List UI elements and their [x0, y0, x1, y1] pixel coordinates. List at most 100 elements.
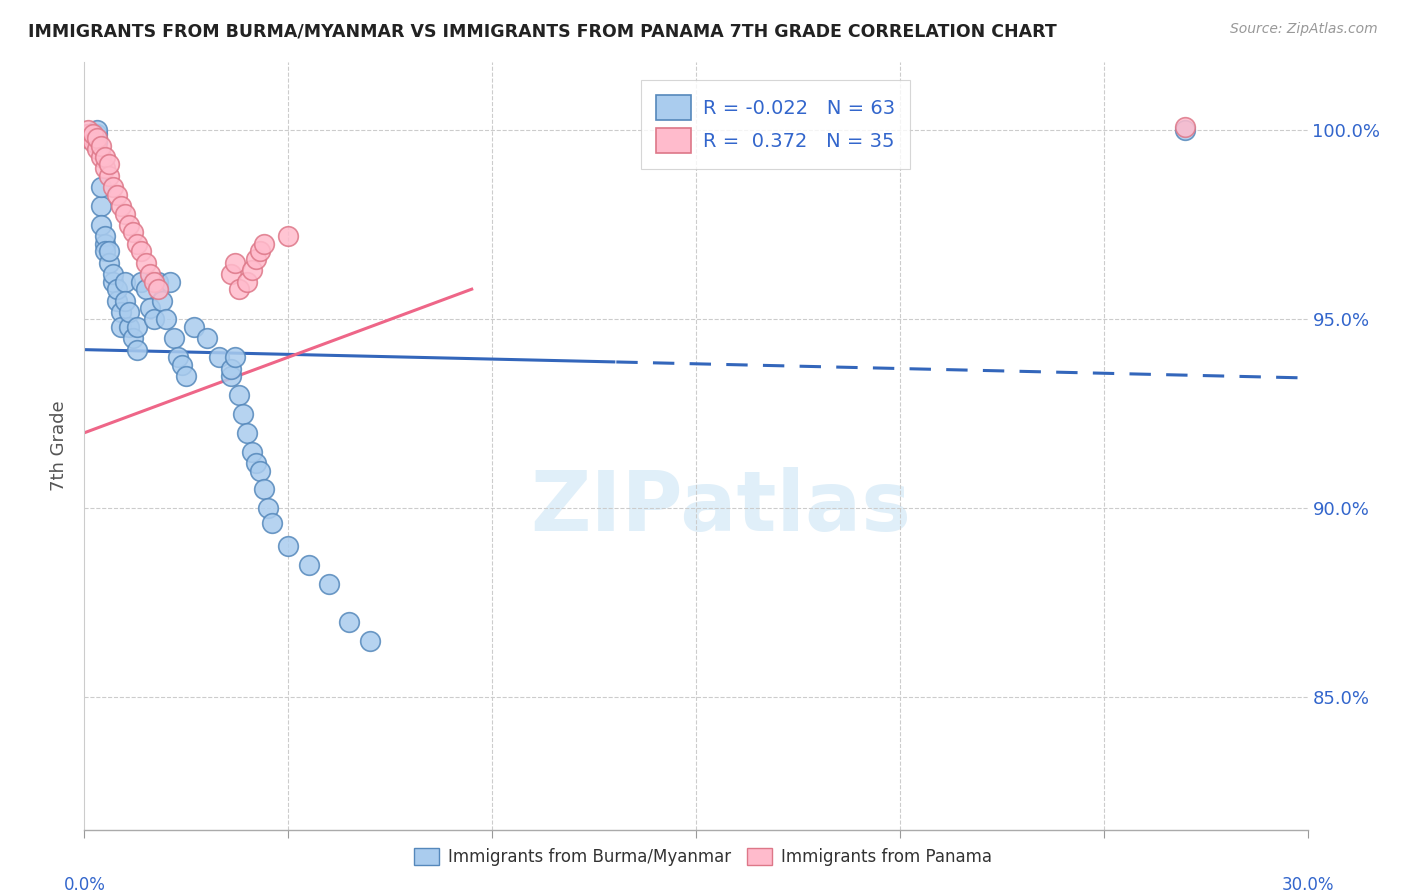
Point	[183, 320, 205, 334]
Point	[86, 131, 108, 145]
Text: ZIPatlas: ZIPatlas	[530, 467, 911, 548]
Point	[253, 236, 276, 251]
Point	[127, 343, 149, 357]
Point	[77, 131, 100, 145]
Point	[146, 275, 169, 289]
Point	[208, 350, 231, 364]
Point	[105, 282, 128, 296]
Point	[135, 282, 157, 296]
Point	[101, 267, 124, 281]
Point	[224, 256, 246, 270]
Point	[219, 369, 242, 384]
Point	[163, 331, 186, 345]
Point	[93, 150, 115, 164]
Point	[127, 236, 149, 251]
Point	[77, 123, 100, 137]
Point	[167, 350, 190, 364]
Point	[82, 127, 104, 141]
Point	[77, 127, 100, 141]
Legend: R = -0.022   N = 63, R =  0.372   N = 35: R = -0.022 N = 63, R = 0.372 N = 35	[641, 79, 911, 169]
Point	[146, 282, 169, 296]
Point	[97, 169, 120, 183]
Text: 30.0%: 30.0%	[1281, 876, 1334, 892]
Point	[93, 229, 115, 244]
Point	[228, 282, 250, 296]
Text: IMMIGRANTS FROM BURMA/MYANMAR VS IMMIGRANTS FROM PANAMA 7TH GRADE CORRELATION CH: IMMIGRANTS FROM BURMA/MYANMAR VS IMMIGRA…	[28, 22, 1057, 40]
Point	[127, 320, 149, 334]
Point	[82, 135, 104, 149]
Point	[150, 293, 173, 308]
Point	[135, 256, 157, 270]
Point	[245, 252, 267, 266]
Point	[93, 236, 115, 251]
Point	[359, 633, 381, 648]
Point	[90, 180, 112, 194]
Point	[122, 226, 145, 240]
Point	[105, 293, 128, 308]
Point	[77, 127, 100, 141]
Point	[77, 131, 100, 145]
Point	[118, 218, 141, 232]
Point	[131, 244, 153, 259]
Point	[195, 331, 218, 345]
Point	[159, 275, 181, 289]
Point	[90, 138, 112, 153]
Point	[236, 275, 259, 289]
Point	[86, 135, 108, 149]
Point	[174, 369, 197, 384]
Point	[339, 615, 361, 629]
Point	[219, 267, 242, 281]
Point	[138, 301, 160, 315]
Point	[142, 312, 165, 326]
Point	[253, 483, 276, 497]
Point	[86, 123, 108, 137]
Point	[277, 229, 299, 244]
Point	[118, 305, 141, 319]
Point	[110, 320, 132, 334]
Point	[110, 305, 132, 319]
Point	[236, 425, 259, 440]
Point	[86, 131, 108, 145]
Point	[219, 361, 242, 376]
Point	[101, 275, 124, 289]
Point	[257, 501, 280, 516]
Point	[249, 464, 271, 478]
Point	[90, 218, 112, 232]
Point	[97, 244, 120, 259]
Point	[260, 516, 283, 531]
Point	[224, 350, 246, 364]
Point	[82, 127, 104, 141]
Point	[131, 275, 153, 289]
Point	[172, 358, 194, 372]
Point	[245, 456, 267, 470]
Legend: Immigrants from Burma/Myanmar, Immigrants from Panama: Immigrants from Burma/Myanmar, Immigrant…	[406, 840, 1000, 875]
Point	[138, 267, 160, 281]
Point	[155, 312, 177, 326]
Text: Source: ZipAtlas.com: Source: ZipAtlas.com	[1230, 22, 1378, 37]
Point	[114, 293, 136, 308]
Y-axis label: 7th Grade: 7th Grade	[51, 401, 69, 491]
Point	[118, 320, 141, 334]
Point	[110, 199, 132, 213]
Point	[97, 256, 120, 270]
Point	[90, 199, 112, 213]
Point	[228, 388, 250, 402]
Point	[240, 263, 263, 277]
Point	[86, 127, 108, 141]
Point	[122, 331, 145, 345]
Point	[142, 275, 165, 289]
Point	[82, 127, 104, 141]
Point	[97, 157, 120, 171]
Point	[90, 150, 112, 164]
Point	[277, 539, 299, 553]
Point	[318, 577, 340, 591]
Point	[105, 187, 128, 202]
Point	[82, 131, 104, 145]
Text: 0.0%: 0.0%	[63, 876, 105, 892]
Point	[232, 407, 254, 421]
Point	[1174, 123, 1197, 137]
Point	[93, 244, 115, 259]
Point	[1174, 120, 1197, 134]
Point	[240, 444, 263, 458]
Point	[249, 244, 271, 259]
